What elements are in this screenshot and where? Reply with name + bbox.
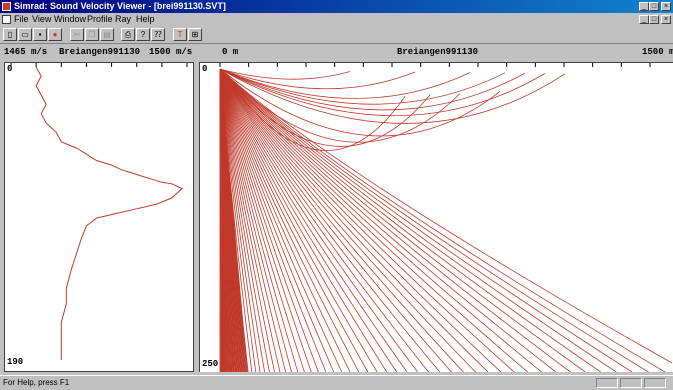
ray-path	[219, 68, 673, 364]
ray-path	[219, 68, 378, 372]
ray-path	[219, 68, 557, 372]
menu-ray[interactable]: Ray	[115, 14, 132, 24]
ray-path	[219, 68, 666, 372]
ray-path	[219, 68, 343, 372]
ray-path	[219, 68, 489, 372]
open-icon[interactable]: ▭	[18, 28, 32, 41]
velocity-max-label: 1500 m/s	[149, 47, 193, 57]
ray-trace-header: 0 m Breiangen991130 1500 m	[222, 47, 673, 59]
ray-path	[219, 68, 416, 90]
menu-profile[interactable]: Profile	[87, 14, 113, 24]
ray-path	[219, 68, 502, 372]
velocity-profile-header: 1465 m/s Breiangen991130 1500 m/s	[4, 47, 194, 59]
menu-view[interactable]: View	[32, 14, 52, 24]
table-icon[interactable]: ⊞	[188, 28, 202, 41]
ray-profile-name-label: Breiangen991130	[397, 47, 479, 57]
status-bar: For Help, press F1	[0, 375, 673, 390]
ray-path	[219, 68, 649, 372]
status-panel-2	[620, 378, 642, 388]
ray-path	[219, 68, 542, 372]
ray-path	[219, 68, 351, 80]
ray-path	[219, 68, 515, 372]
ray-path	[219, 68, 501, 137]
paste-icon[interactable]: ▤	[100, 28, 114, 41]
ray-path	[219, 68, 398, 372]
menu-bar: File View Window Profile Ray Help _ □ ×	[0, 13, 673, 26]
cut-icon[interactable]: ✂	[70, 28, 84, 41]
ray-path	[219, 68, 506, 105]
velocity-profile-pane[interactable]: 0 190	[4, 62, 194, 372]
ray-path	[219, 68, 312, 372]
ray-icon[interactable]: T	[173, 28, 187, 41]
status-panel-3	[644, 378, 666, 388]
ray-path	[219, 68, 546, 117]
ray-path	[219, 68, 464, 372]
ray-path	[219, 68, 248, 372]
ray-path	[219, 68, 617, 372]
velocity-profile-chart	[10, 63, 188, 360]
ray-path	[219, 68, 299, 372]
ray-path	[219, 68, 586, 372]
copy-icon[interactable]: ❐	[85, 28, 99, 41]
window-title: Simrad: Sound Velocity Viewer - [brei991…	[14, 1, 226, 11]
help-icon[interactable]: ?	[136, 28, 150, 41]
app-icon[interactable]	[2, 2, 11, 11]
profile-name-label: Breiangen991130	[59, 47, 141, 57]
ray-path	[219, 68, 327, 372]
ray-path	[219, 68, 571, 372]
ray-path	[219, 68, 388, 372]
save-icon[interactable]: ▪	[33, 28, 47, 41]
velocity-profile-line	[35, 66, 183, 360]
ray-trace-chart	[219, 63, 673, 372]
doc-maximize-button[interactable]: □	[649, 15, 659, 24]
ray-path	[219, 68, 360, 372]
status-panel-1	[596, 378, 618, 388]
print-icon[interactable]: ⎙	[121, 28, 135, 41]
ray-path	[219, 68, 526, 111]
ray-path	[219, 68, 369, 372]
distance-min-label: 0 m	[222, 47, 239, 57]
ray-trace-pane[interactable]: 0 250	[199, 62, 673, 372]
doc-minimize-button[interactable]: _	[639, 15, 649, 24]
ray-path	[219, 68, 319, 372]
ray-path	[219, 68, 476, 372]
context-help-icon[interactable]: ⁇	[151, 28, 165, 41]
maximize-button[interactable]: □	[649, 2, 659, 11]
ray-path	[219, 68, 528, 372]
ray-path	[219, 68, 286, 372]
depth-top-label: 0	[7, 64, 13, 74]
distance-max-label: 1500 m	[642, 47, 673, 57]
ray-path	[219, 68, 441, 372]
ray-path	[219, 68, 452, 372]
ray-path	[219, 68, 471, 99]
menu-file[interactable]: File	[14, 14, 29, 24]
record-icon[interactable]: ●	[48, 28, 62, 41]
title-bar: Simrad: Sound Velocity Viewer - [brei991…	[0, 0, 673, 13]
doc-close-button[interactable]: ×	[661, 15, 671, 24]
ray-path	[219, 68, 408, 372]
ray-path	[219, 68, 281, 372]
minimize-button[interactable]: _	[639, 2, 649, 11]
new-icon[interactable]: ▯	[3, 28, 17, 41]
toolbar: ▯ ▭ ▪ ● ✂ ❐ ▤ ⎙? ⁇ T ⊞	[0, 26, 673, 44]
ray-path	[219, 68, 601, 372]
ray-path	[219, 68, 351, 372]
ray-path	[219, 68, 292, 372]
ray-path	[219, 68, 335, 372]
status-text: For Help, press F1	[3, 378, 70, 387]
document-icon[interactable]	[2, 15, 11, 24]
menu-help[interactable]: Help	[136, 14, 155, 24]
ray-path	[219, 68, 418, 372]
close-button[interactable]: ×	[661, 2, 671, 11]
velocity-min-label: 1465 m/s	[4, 47, 48, 57]
depth-bottom-label: 190	[7, 357, 24, 367]
ray-path	[219, 68, 429, 372]
ray-path	[219, 68, 633, 372]
ray-depth-bottom-label: 250	[202, 359, 219, 369]
menu-window[interactable]: Window	[54, 14, 87, 24]
ray-path	[219, 68, 305, 372]
ray-depth-top-label: 0	[202, 64, 208, 74]
